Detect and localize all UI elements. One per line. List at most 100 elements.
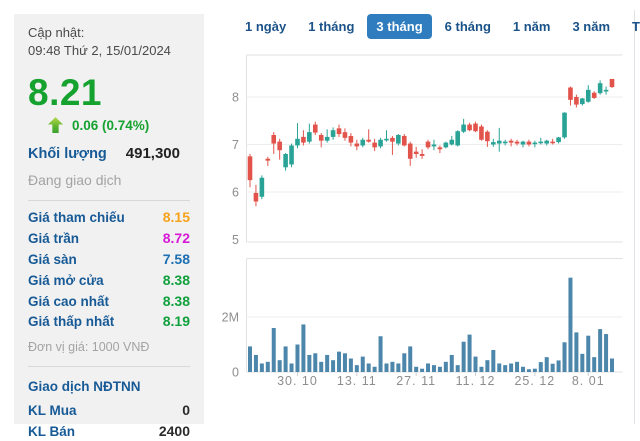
volume-bar	[509, 363, 514, 372]
volume-bar	[378, 336, 383, 372]
volume-bar	[538, 362, 543, 372]
candle	[479, 126, 484, 140]
price-change: 0.06 (0.74%)	[72, 117, 150, 133]
candle	[307, 132, 312, 142]
reference-price-rows: Giá tham chiếu 8.15 Giá trần 8.72 Giá sàn 7.5…	[28, 207, 190, 332]
volume-bar	[360, 356, 365, 372]
volume-bar	[467, 334, 472, 372]
candle	[526, 141, 532, 145]
price-row-value: 8.38	[162, 271, 190, 288]
volume-bar	[443, 361, 448, 372]
candle	[259, 177, 265, 197]
volume-bar	[307, 354, 312, 372]
volume-bar	[544, 357, 549, 372]
candle	[538, 141, 544, 144]
range-tab-7[interactable]: Tất cả	[623, 14, 640, 39]
candle	[585, 89, 591, 102]
volume-bar	[461, 341, 466, 372]
range-tab-1[interactable]: 1 ngày	[236, 14, 295, 39]
volume-bar	[265, 361, 270, 372]
volume-bar	[372, 366, 377, 372]
price-row-label: Giá sàn	[28, 252, 77, 268]
candle	[324, 136, 330, 141]
volume-bar	[479, 366, 484, 372]
quote-panel: Cập nhật: 09:48 Thứ 2, 15/01/2024 8.21 0…	[14, 14, 204, 439]
volume-bar	[325, 354, 330, 372]
candle	[443, 142, 449, 148]
updated-time: 09:48 Thứ 2, 15/01/2024	[28, 42, 171, 58]
candle	[568, 87, 573, 100]
candle	[580, 98, 585, 105]
volume-row: Khối lượng 491,300	[28, 145, 190, 162]
x-axis-label: 27. 11	[396, 374, 436, 388]
range-tab-4[interactable]: 6 tháng	[436, 14, 500, 39]
candle	[574, 97, 579, 105]
volume-bar	[497, 363, 502, 372]
range-tab-5[interactable]: 1 năm	[504, 14, 560, 39]
volume-bar	[503, 365, 508, 372]
candle	[378, 139, 383, 147]
volume-bar	[390, 361, 395, 372]
volume-bar	[598, 329, 603, 372]
foreign-row-value: 2400	[158, 422, 190, 439]
volume-bar	[515, 361, 520, 372]
candle	[348, 135, 354, 143]
candle	[342, 132, 348, 138]
candle	[247, 156, 253, 181]
price-row-label: Giá tham chiếu	[28, 210, 125, 226]
volume-bar	[414, 366, 419, 372]
volume-bar	[313, 353, 318, 372]
candle	[336, 128, 342, 135]
candle	[372, 142, 377, 148]
volume-bar	[295, 344, 300, 372]
price-change-row: 0.06 (0.74%)	[28, 117, 190, 134]
candle	[366, 139, 371, 142]
volume-bar	[408, 346, 413, 372]
volume-bar	[354, 365, 359, 372]
volume-bar	[473, 356, 478, 372]
trading-status: Đang giao dịch	[28, 172, 122, 189]
volume-value: 491,300	[125, 145, 180, 163]
volume-bar	[526, 369, 531, 372]
candle	[449, 139, 455, 145]
range-tab-3[interactable]: 3 tháng	[367, 13, 432, 39]
candle	[502, 141, 508, 144]
range-tab-6[interactable]: 3 năm	[563, 14, 619, 39]
x-axis-label: 13. 11	[337, 374, 377, 388]
foreign-row-label: KL Mua	[28, 403, 77, 419]
candle	[473, 123, 478, 132]
updated-label: Cập nhật:	[28, 25, 85, 40]
price-row-label: Giá trần	[28, 231, 80, 247]
candle	[514, 141, 520, 144]
last-updated: Cập nhật: 09:48 Thứ 2, 15/01/2024	[28, 24, 190, 59]
candle	[609, 78, 615, 88]
volume-bar	[248, 346, 252, 372]
volume-bar	[331, 360, 336, 372]
foreign-row-value: 0	[182, 402, 190, 419]
range-tab-2[interactable]: 1 tháng	[299, 14, 363, 39]
price-row-label: Giá cao nhất	[28, 293, 110, 309]
volume-bar	[449, 354, 454, 372]
candle	[289, 145, 294, 165]
candle	[603, 89, 609, 92]
candle	[330, 130, 336, 137]
candle	[485, 131, 490, 142]
divider	[28, 200, 190, 202]
candle	[455, 131, 461, 146]
candle	[312, 124, 318, 133]
volume-bar	[580, 353, 585, 372]
price-row-label: Giá mở cửa	[28, 272, 104, 288]
volume-bar	[319, 361, 324, 372]
price-axis-tick: 7	[232, 138, 239, 152]
price-row-value: 8.38	[162, 292, 190, 309]
price-volume-chart[interactable]: 5 6 7 8 2M 0 30. 10 13. 11 27. 11 11. 12 25. 12 8. …	[0, 0, 640, 424]
volume-bar	[520, 366, 525, 372]
candle	[301, 136, 306, 143]
price-row: Giá thấp nhất 8.19	[28, 311, 190, 332]
candle	[390, 137, 395, 142]
candle	[407, 143, 413, 159]
volume-bar	[532, 368, 537, 372]
candle	[396, 135, 401, 144]
price-axis-tick: 8	[232, 91, 239, 105]
